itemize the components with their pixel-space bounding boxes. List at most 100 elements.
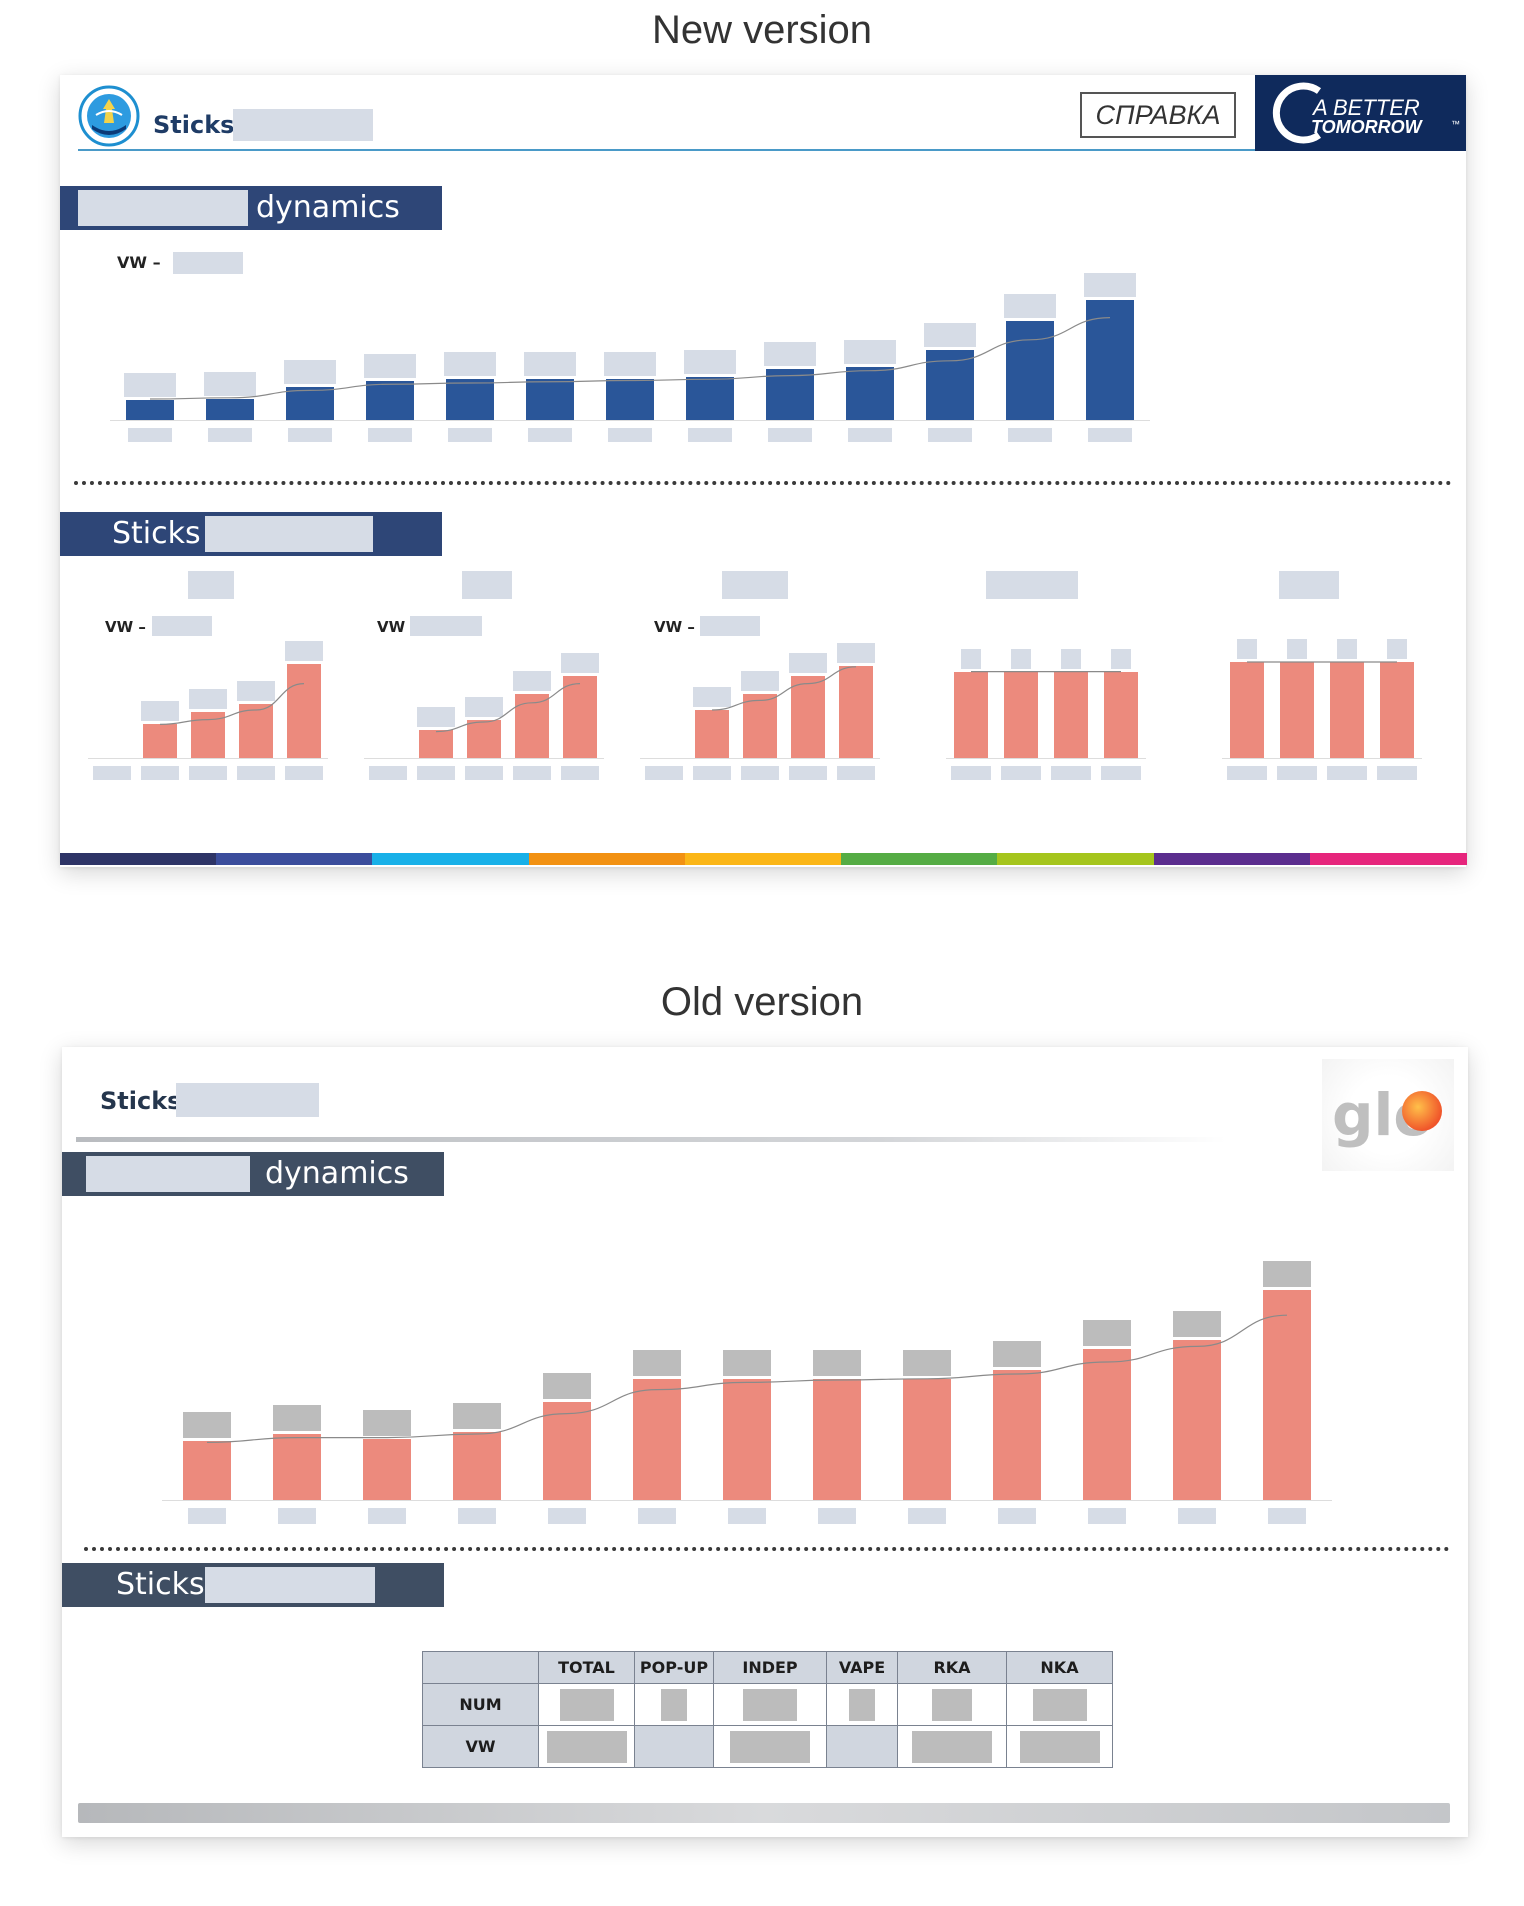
table-cell-placeholder [932, 1688, 972, 1721]
stripe-segment [372, 853, 530, 865]
chart-data-label-placeholder [684, 349, 736, 374]
chart-data-label-placeholder [741, 671, 779, 692]
chart-category-label-placeholder [638, 1508, 676, 1524]
old-sticks-header: Sticks [62, 1563, 444, 1607]
chart-bar [813, 1378, 861, 1500]
chart-data-label-placeholder [1173, 1311, 1221, 1338]
chart-data-label-placeholder [1287, 639, 1307, 659]
abt-line1: A BETTER [1313, 95, 1420, 120]
chart-bar [363, 1438, 411, 1500]
chart-bar [846, 366, 894, 420]
chart-data-label-placeholder [465, 696, 503, 717]
sticks-distribution-table: TOTAL POP-UP INDEP VAPE RKA NKA NUM VW [422, 1651, 1113, 1768]
chart-bar [954, 671, 988, 758]
small-chart-3-vw-placeholder [700, 616, 760, 636]
chart-bar [633, 1378, 681, 1500]
table-col-header: INDEP [713, 1651, 827, 1684]
chart-bar [1004, 671, 1038, 758]
spravka-button[interactable]: СПРАВКА [1080, 92, 1236, 138]
new-main-chart [110, 255, 1440, 535]
table-cell-placeholder [730, 1730, 810, 1763]
chart-category-label-placeholder [1377, 766, 1417, 780]
chart-category-label-placeholder [688, 428, 732, 442]
brand-name-placeholder [233, 109, 373, 141]
chart-category-label-placeholder [528, 428, 572, 442]
chart-category-label-placeholder [513, 766, 551, 780]
small-chart-1-vw-label: VW – [105, 618, 146, 636]
chart-data-label-placeholder [444, 352, 496, 377]
chart-category-label-placeholder [1268, 1508, 1306, 1524]
chart-data-label-placeholder [189, 689, 227, 710]
chart-category-label-placeholder [128, 428, 172, 442]
chart-data-label-placeholder [633, 1349, 681, 1376]
chart-bar [563, 676, 597, 758]
chart-category-label-placeholder [818, 1508, 856, 1524]
chart-bar [286, 386, 334, 420]
old-header-divider [76, 1137, 1226, 1142]
table-corner-cell [422, 1651, 539, 1684]
trend-line-path [435, 683, 581, 733]
chart-data-label-placeholder [693, 687, 731, 707]
chart-bar [1054, 671, 1088, 758]
chart-bar [543, 1401, 591, 1500]
brand-color-stripe [60, 853, 1467, 867]
table-cell [713, 1683, 827, 1726]
table-cell-placeholder [743, 1688, 797, 1721]
chart-data-label-placeholder [1387, 639, 1407, 659]
chart-bar [791, 676, 825, 758]
abt-trademark: ™ [1451, 119, 1460, 129]
table-row-header: NUM [422, 1683, 539, 1726]
chart-data-label-placeholder [561, 653, 599, 674]
table-cell-placeholder [546, 1730, 627, 1763]
chart-bar [526, 379, 574, 420]
chart-bar [1104, 671, 1138, 758]
chart-data-label-placeholder [604, 352, 656, 377]
chart-bar [1263, 1290, 1311, 1500]
abt-line2: TOMORROW [1311, 117, 1422, 137]
chart-category-label-placeholder [369, 766, 407, 780]
chart-data-label-placeholder [837, 642, 875, 663]
chart-category-label-placeholder [837, 766, 875, 780]
chart-data-label-placeholder [1083, 1319, 1131, 1346]
chart-category-label-placeholder [1101, 766, 1141, 780]
chart-bar [467, 719, 501, 758]
chart-bar [143, 724, 177, 758]
old-brand-name-placeholder [176, 1083, 319, 1117]
chart-data-label-placeholder [903, 1349, 951, 1376]
chart-category-label-placeholder [1227, 766, 1267, 780]
old-sticks-title-placeholder [205, 1567, 375, 1603]
chart-category-label-placeholder [417, 766, 455, 780]
new-small-chart-2 [364, 635, 612, 795]
table-cell [897, 1725, 1007, 1768]
new-small-chart-5 [1192, 635, 1440, 795]
chart-bar [1280, 662, 1314, 758]
table-cell-placeholder [1032, 1688, 1087, 1721]
chart-data-label-placeholder [844, 339, 896, 364]
trend-line-path [149, 317, 1111, 400]
chart-category-label-placeholder [928, 428, 972, 442]
table-cell [713, 1725, 827, 1768]
old-dynamics-header-text: dynamics [265, 1156, 409, 1191]
chart-bar [1083, 1348, 1131, 1500]
chart-bar [239, 704, 273, 758]
table-cell [538, 1683, 635, 1726]
table-cell [538, 1725, 635, 1768]
new-small-chart-1 [88, 635, 336, 795]
chart-category-label-placeholder [1277, 766, 1317, 780]
chart-data-label-placeholder [1111, 648, 1131, 669]
small-chart-3-vw-label: VW – [654, 618, 695, 636]
chart-category-label-placeholder [1001, 766, 1041, 780]
trend-line-path [711, 666, 857, 711]
chart-bar [606, 379, 654, 420]
old-brand-label: Sticks [100, 1087, 182, 1115]
chart-data-label-placeholder [513, 671, 551, 692]
table-cell [634, 1683, 714, 1726]
chart-bar [903, 1378, 951, 1500]
table-row: NUM [422, 1683, 1113, 1726]
chart-category-label-placeholder [189, 766, 227, 780]
chart-category-label-placeholder [1178, 1508, 1216, 1524]
chart-bar [419, 730, 453, 758]
chart-category-label-placeholder [1088, 428, 1132, 442]
old-sticks-header-text: Sticks [116, 1567, 205, 1602]
chart-axis-line [640, 758, 880, 759]
